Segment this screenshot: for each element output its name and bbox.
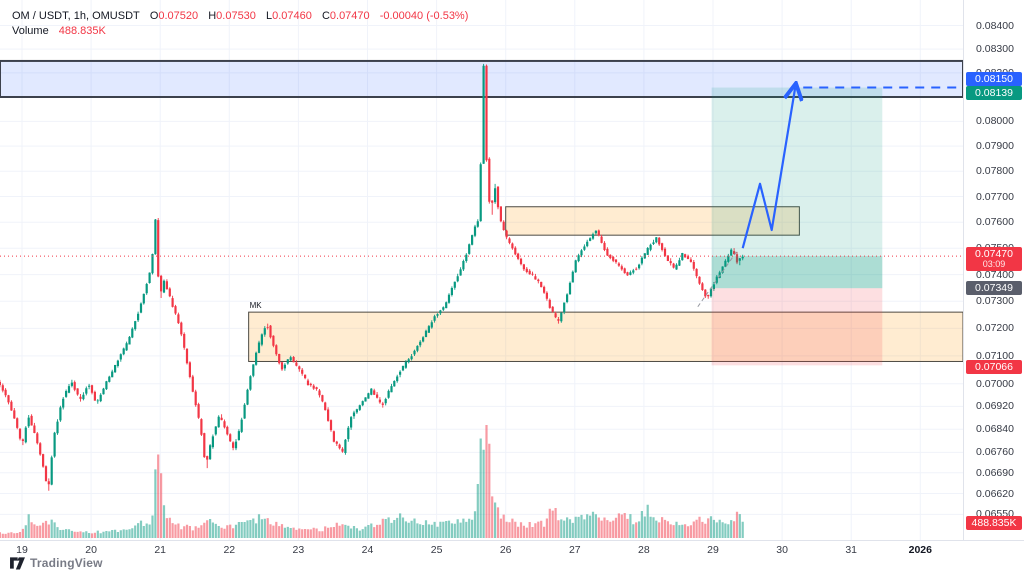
price-tick: 0.08000 bbox=[976, 115, 1014, 128]
position-profit-zone bbox=[711, 87, 883, 289]
ohlc-close-label: C bbox=[321, 10, 330, 22]
projection-arrow bbox=[741, 88, 796, 249]
price-tick: 0.08300 bbox=[976, 43, 1014, 56]
legend-row-volume[interactable]: Volume 488.835K bbox=[12, 24, 468, 39]
ohlc-close-value: 0.07470 bbox=[329, 10, 370, 22]
time-tick-27: 27 bbox=[568, 544, 581, 556]
candlestick-chart: MK bbox=[0, 0, 963, 540]
volume-label: Volume bbox=[12, 25, 49, 37]
price-tick: 0.08400 bbox=[976, 19, 1014, 32]
price-tick: 0.06920 bbox=[976, 400, 1014, 413]
price-tick: 0.07800 bbox=[976, 165, 1014, 178]
helper-dash-line bbox=[697, 250, 738, 308]
price-tick: 0.06620 bbox=[976, 487, 1014, 500]
ohlc-high-value: 0.07530 bbox=[216, 10, 256, 22]
price-label-0.07470: 0.07470 03:09 bbox=[966, 247, 1022, 272]
ohlc-open-value: 0.07520 bbox=[158, 10, 199, 22]
tradingview-brand-text: TradingView bbox=[30, 556, 103, 570]
volume-bars-down bbox=[0, 425, 739, 538]
time-tick-31: 31 bbox=[845, 544, 858, 556]
price-axis[interactable]: 0.084000.083000.082000.081000.080000.079… bbox=[963, 0, 1024, 540]
price-tick: 0.07700 bbox=[976, 190, 1014, 203]
time-tick-20: 20 bbox=[85, 544, 97, 556]
time-tick-29: 29 bbox=[707, 544, 719, 556]
price-tick: 0.07100 bbox=[976, 349, 1014, 362]
zone-label-MK: MK bbox=[250, 301, 263, 310]
time-tick-22: 22 bbox=[223, 544, 236, 556]
symbol-legend: OM / USDT, 1h, OMUSDT O0.07520 H0.07530 … bbox=[12, 9, 468, 39]
time-tick-24: 24 bbox=[361, 544, 374, 556]
price-label-0.07066: 0.07066 bbox=[966, 360, 1022, 375]
volume-value: 488.835K bbox=[58, 25, 106, 37]
price-label-0.08150: 0.08150 bbox=[966, 71, 1022, 86]
price-tick: 0.07600 bbox=[976, 216, 1014, 229]
candle-bodies-up bbox=[24, 65, 744, 485]
change-value: -0.00040 (-0.53%) bbox=[379, 10, 469, 22]
price-tick: 0.06840 bbox=[976, 423, 1014, 436]
time-tick-26: 26 bbox=[499, 544, 512, 556]
price-tick: 0.07900 bbox=[976, 140, 1014, 153]
chart-plot-area[interactable]: MK bbox=[0, 0, 963, 540]
demand-box-lower bbox=[248, 311, 963, 362]
tradingview-watermark[interactable]: TradingView bbox=[10, 556, 103, 570]
price-tick: 0.07300 bbox=[976, 295, 1014, 308]
time-tick-21: 21 bbox=[154, 544, 167, 556]
time-tick-19: 19 bbox=[16, 544, 28, 556]
tradingview-logo-icon bbox=[10, 556, 25, 570]
time-tick-30: 30 bbox=[776, 544, 788, 556]
time-axis[interactable]: 19 20 21 22 23 24 25 26 27 28 29 30 31 2026 bbox=[0, 540, 963, 559]
position-stop-zone bbox=[711, 288, 883, 366]
position-entry-band bbox=[711, 256, 883, 289]
price-label-0.07349: 0.07349 bbox=[966, 281, 1022, 296]
ohlc-low-value: 0.07460 bbox=[272, 10, 312, 22]
price-tick: 0.07400 bbox=[976, 268, 1014, 281]
price-label-488.835K: 488.835K bbox=[966, 516, 1022, 530]
ohlc-high-label: H bbox=[208, 10, 217, 22]
candle-wicks-down bbox=[0, 64, 738, 491]
price-label-0.08139: 0.08139 bbox=[966, 85, 1022, 100]
ohlc-low-label: L bbox=[265, 10, 273, 22]
time-tick-28: 28 bbox=[638, 544, 650, 556]
ohlc-open-label: O bbox=[149, 10, 159, 22]
price-tick: 0.06760 bbox=[976, 446, 1014, 459]
price-tick: 0.07200 bbox=[976, 322, 1014, 335]
legend-row-symbol[interactable]: OM / USDT, 1h, OMUSDT O0.07520 H0.07530 … bbox=[12, 9, 468, 24]
price-tick: 0.07000 bbox=[976, 377, 1014, 390]
time-tick-2026: 2026 bbox=[908, 544, 932, 556]
time-tick-23: 23 bbox=[292, 544, 305, 556]
price-tick: 0.06690 bbox=[976, 466, 1014, 479]
time-tick-25: 25 bbox=[430, 544, 443, 556]
axis-corner bbox=[963, 540, 1024, 559]
symbol-title: OM / USDT, 1h, OMUSDT bbox=[12, 10, 140, 22]
